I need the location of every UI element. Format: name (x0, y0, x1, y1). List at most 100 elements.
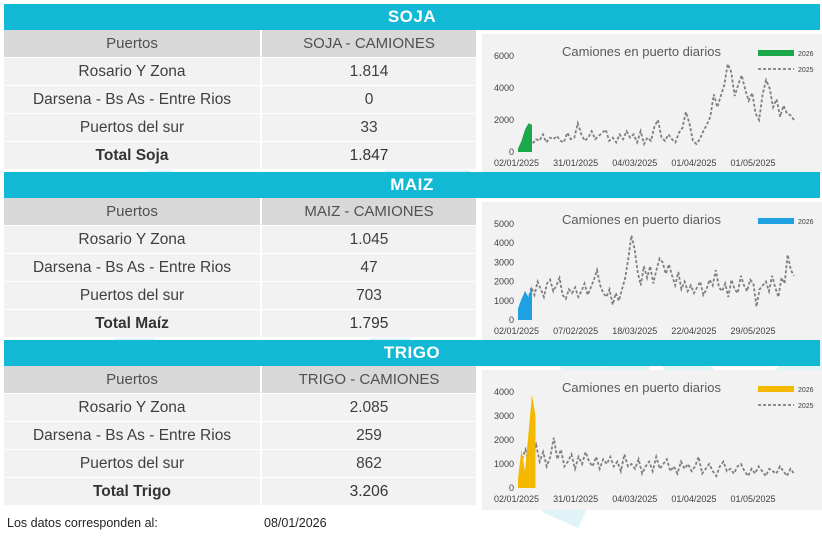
table-row: Puertos del sur 703 (4, 281, 476, 310)
y-tick-label: 4000 (494, 83, 514, 93)
x-tick-label: 02/01/2025 (494, 326, 539, 336)
row-value: 1.045 (261, 225, 476, 254)
x-tick-label: 01/04/2025 (671, 494, 716, 504)
x-tick-label: 07/02/2025 (553, 326, 598, 336)
series-2026-area (518, 394, 536, 488)
x-tick-label: 31/01/2025 (553, 494, 598, 504)
table-row: Rosario Y Zona 1.814 (4, 57, 476, 86)
header-camiones: TRIGO - CAMIONES (261, 366, 476, 394)
header-puertos: Puertos (4, 30, 262, 58)
table-row: Darsena - Bs As - Entre Rios 0 (4, 85, 476, 114)
legend-label: 2026 (798, 219, 814, 226)
footer-date: 08/01/2026 (264, 516, 327, 530)
table-row: Darsena - Bs As - Entre Rios 47 (4, 253, 476, 282)
total-row: Total Maíz 1.795 (4, 309, 476, 338)
row-value: 47 (261, 253, 476, 282)
chart-title: Camiones en puerto diarios (562, 380, 721, 395)
table-row: Puertos del sur 33 (4, 113, 476, 142)
x-tick-label: 04/03/2025 (612, 494, 657, 504)
row-label: Rosario Y Zona (4, 57, 262, 86)
row-value: 1.814 (261, 57, 476, 86)
header-puertos: Puertos (4, 198, 262, 226)
table-header: Puertos MAIZ - CAMIONES (4, 198, 476, 226)
table-header: Puertos SOJA - CAMIONES (4, 30, 476, 58)
y-tick-label: 2000 (494, 115, 514, 125)
x-tick-label: 04/03/2025 (612, 158, 657, 168)
row-value: 862 (261, 449, 476, 478)
section-title: SOJA (4, 4, 820, 30)
y-tick-label: 2000 (494, 277, 514, 287)
total-value: 1.795 (261, 309, 476, 338)
row-label: Puertos del sur (4, 281, 262, 310)
y-tick-label: 2000 (494, 435, 514, 445)
legend-label: 2026 (798, 387, 814, 394)
x-tick-label: 01/05/2025 (731, 494, 776, 504)
y-tick-label: 6000 (494, 51, 514, 61)
row-value: 33 (261, 113, 476, 142)
total-label: Total Trigo (4, 477, 262, 506)
maiz-table: Puertos MAIZ - CAMIONES Rosario Y Zona 1… (4, 198, 476, 338)
total-row: Total Trigo 3.206 (4, 477, 476, 506)
table-row: Rosario Y Zona 1.045 (4, 225, 476, 254)
section-title: TRIGO (4, 340, 820, 366)
series-2025-line (521, 60, 795, 148)
series-2025-line (521, 235, 795, 307)
total-label: Total Maíz (4, 309, 262, 338)
series-2026-area (518, 285, 532, 320)
total-value: 1.847 (261, 141, 476, 170)
table-header: Puertos TRIGO - CAMIONES (4, 366, 476, 394)
x-tick-label: 31/01/2025 (553, 158, 598, 168)
legend-2026-swatch (758, 218, 794, 224)
table-row: Rosario Y Zona 2.085 (4, 393, 476, 422)
legend-label: 2025 (798, 403, 814, 410)
chart-background (482, 34, 822, 174)
y-tick-label: 5000 (494, 219, 514, 229)
y-tick-label: 4000 (494, 238, 514, 248)
legend-2026-swatch (758, 386, 794, 392)
series-2025-line (521, 437, 795, 478)
row-label: Darsena - Bs As - Entre Rios (4, 253, 262, 282)
total-row: Total Soja 1.847 (4, 141, 476, 170)
soja-table: Puertos SOJA - CAMIONES Rosario Y Zona 1… (4, 30, 476, 170)
legend-label: 2026 (798, 51, 814, 58)
y-tick-label: 0 (509, 483, 514, 493)
x-tick-label: 18/03/2025 (612, 326, 657, 336)
series-2026-area (518, 123, 532, 152)
row-label: Puertos del sur (4, 449, 262, 478)
row-value: 703 (261, 281, 476, 310)
y-tick-label: 0 (509, 147, 514, 157)
row-value: 0 (261, 85, 476, 114)
x-tick-label: 29/05/2025 (731, 326, 776, 336)
total-value: 3.206 (261, 477, 476, 506)
table-row: Darsena - Bs As - Entre Rios 259 (4, 421, 476, 450)
total-label: Total Soja (4, 141, 262, 170)
row-label: Rosario Y Zona (4, 225, 262, 254)
row-label: Darsena - Bs As - Entre Rios (4, 85, 262, 114)
row-value: 259 (261, 421, 476, 450)
x-tick-label: 01/05/2025 (731, 158, 776, 168)
x-tick-label: 22/04/2025 (671, 326, 716, 336)
legend-label: 2025 (798, 67, 814, 74)
chart-title: Camiones en puerto diarios (562, 212, 721, 227)
trigo-chart: Camiones en puerto diarios 0 1000 2000 3000 4… (482, 370, 822, 510)
maiz-chart: Camiones en puerto diarios 0 1000 2000 3000 4… (482, 202, 822, 342)
x-tick-label: 01/04/2025 (671, 158, 716, 168)
y-tick-label: 1000 (494, 459, 514, 469)
y-tick-label: 0 (509, 315, 514, 325)
row-value: 2.085 (261, 393, 476, 422)
row-label: Darsena - Bs As - Entre Rios (4, 421, 262, 450)
trigo-table: Puertos TRIGO - CAMIONES Rosario Y Zona … (4, 366, 476, 506)
chart-background (482, 370, 822, 510)
y-tick-label: 1000 (494, 296, 514, 306)
x-tick-label: 02/01/2025 (494, 494, 539, 504)
y-tick-label: 3000 (494, 257, 514, 267)
row-label: Rosario Y Zona (4, 393, 262, 422)
header-puertos: Puertos (4, 366, 262, 394)
legend-2026-swatch (758, 50, 794, 56)
header-camiones: SOJA - CAMIONES (261, 30, 476, 58)
y-tick-label: 4000 (494, 387, 514, 397)
table-row: Puertos del sur 862 (4, 449, 476, 478)
section-title: MAIZ (4, 172, 820, 198)
y-tick-label: 3000 (494, 411, 514, 421)
soja-chart: Camiones en puerto diarios 0 2000 4000 6000 0… (482, 34, 822, 174)
